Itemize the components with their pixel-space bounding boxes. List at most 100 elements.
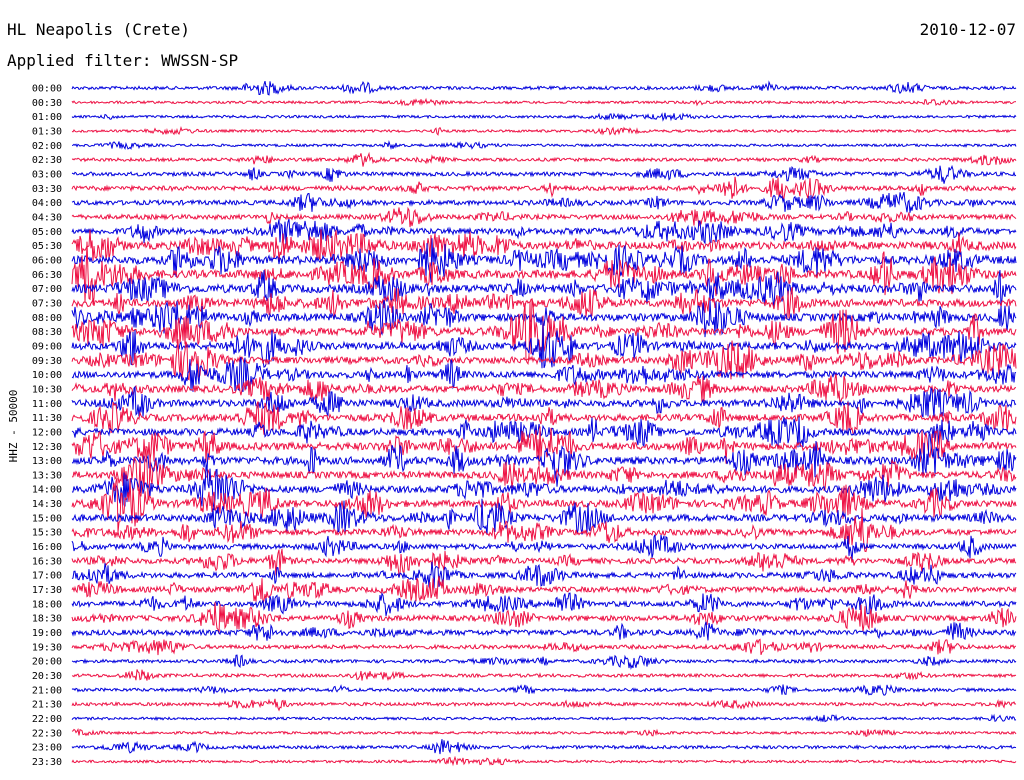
- time-tick-label: 11:00: [32, 399, 62, 410]
- seismic-trace-0700: [71, 270, 1017, 310]
- time-tick-label: 06:00: [32, 255, 62, 266]
- time-tick-label: 16:30: [32, 556, 62, 567]
- time-tick-label: 19:30: [32, 642, 62, 653]
- time-tick-label: 09:30: [32, 356, 62, 367]
- seismic-trace-2100: [71, 684, 1017, 696]
- time-tick-label: 20:00: [32, 657, 62, 668]
- time-tick-label: 04:30: [32, 212, 62, 223]
- seismic-trace-1330: [71, 448, 1017, 502]
- seismic-trace-1130: [71, 401, 1017, 435]
- time-tick-label: 18:00: [32, 599, 62, 610]
- time-tick-label: 21:30: [32, 700, 62, 711]
- seismic-trace-1530: [71, 508, 1017, 553]
- seismic-trace-1930: [71, 638, 1017, 656]
- seismic-trace-0400: [71, 191, 1017, 213]
- time-tick-label: 19:00: [32, 628, 62, 639]
- seismic-trace-1230: [71, 426, 1017, 466]
- time-tick-label: 04:00: [32, 198, 62, 209]
- time-tick-label: 08:30: [32, 327, 62, 338]
- time-tick-label: 18:30: [32, 614, 62, 625]
- seismic-trace-0900: [71, 321, 1017, 369]
- seismic-trace-0200: [71, 139, 1017, 150]
- seismic-trace-1000: [71, 357, 1017, 393]
- time-tick-label: 10:30: [32, 384, 62, 395]
- time-tick-label: 01:30: [32, 126, 62, 137]
- seismic-trace-2000: [71, 654, 1017, 670]
- seismic-trace-1630: [71, 548, 1017, 576]
- record-date: 2010-12-07: [920, 20, 1016, 39]
- seismic-trace-2200: [71, 713, 1017, 723]
- time-tick-label: 14:30: [32, 499, 62, 510]
- tick-label-group: 00:00 00:30 01:00 01:30 02:00 02:30 03:00 03:30…: [32, 84, 62, 769]
- time-tick-label: 20:30: [32, 671, 62, 682]
- time-tick-label: 23:30: [32, 757, 62, 768]
- seismic-trace-1500: [71, 498, 1017, 535]
- time-tick-label: 11:30: [32, 413, 62, 424]
- time-tick-label: 13:30: [32, 470, 62, 481]
- seismic-trace-1700: [71, 561, 1017, 589]
- seismic-trace-0130: [71, 126, 1017, 136]
- time-tick-label: 05:00: [32, 227, 62, 238]
- seismic-trace-0500: [71, 218, 1017, 245]
- time-tick-label: 02:30: [32, 155, 62, 166]
- seismic-trace-0430: [71, 206, 1017, 228]
- time-tick-label: 15:30: [32, 528, 62, 539]
- seismic-trace-2230: [71, 728, 1017, 737]
- time-tick-label: 00:30: [32, 98, 62, 109]
- time-tick-label: 08:00: [32, 313, 62, 324]
- seismic-trace-2330: [71, 755, 1017, 767]
- time-tick-label: 17:00: [32, 571, 62, 582]
- seismic-trace-1400: [71, 463, 1017, 511]
- time-tick-label: 07:00: [32, 284, 62, 295]
- time-tick-label: 23:00: [32, 743, 62, 754]
- seismic-trace-2030: [71, 669, 1017, 682]
- trace-group: [71, 80, 1017, 767]
- time-tick-label: 15:00: [32, 513, 62, 524]
- seismic-trace-1900: [71, 621, 1017, 641]
- time-tick-label: 22:00: [32, 714, 62, 725]
- seismic-trace-0300: [71, 164, 1017, 184]
- seismic-trace-1800: [71, 592, 1017, 617]
- seismic-trace-1600: [71, 534, 1017, 561]
- time-tick-label: 05:30: [32, 241, 62, 252]
- time-tick-label: 13:00: [32, 456, 62, 467]
- seismic-trace-0530: [71, 229, 1017, 261]
- seismic-trace-1730: [71, 575, 1017, 604]
- seismic-trace-0600: [71, 238, 1017, 283]
- seismic-trace-1300: [71, 433, 1017, 487]
- filter-label: Applied filter: WWSSN-SP: [7, 51, 238, 70]
- seismic-trace-1430: [71, 478, 1017, 533]
- time-tick-label: 22:30: [32, 728, 62, 739]
- time-tick-label: 02:00: [32, 141, 62, 152]
- seismic-trace-0730: [71, 287, 1017, 320]
- time-tick-label: 03:30: [32, 184, 62, 195]
- seismic-trace-0000: [71, 80, 1017, 96]
- seismic-trace-1200: [71, 416, 1017, 448]
- seismic-trace-1100: [71, 385, 1017, 419]
- seismic-trace-0100: [71, 112, 1017, 122]
- seismic-trace-1830: [71, 602, 1017, 634]
- seismic-trace-0630: [71, 241, 1017, 305]
- seismic-trace-2130: [71, 698, 1017, 712]
- time-tick-label: 00:00: [32, 84, 62, 95]
- time-tick-label: 21:00: [32, 685, 62, 696]
- channel-label: HHZ - 50000: [7, 390, 20, 463]
- time-tick-label: 06:30: [32, 270, 62, 281]
- time-tick-label: 03:00: [32, 169, 62, 180]
- time-tick-label: 01:00: [32, 112, 62, 123]
- time-tick-label: 10:00: [32, 370, 62, 381]
- seismic-trace-0800: [71, 300, 1017, 338]
- seismic-trace-0930: [71, 339, 1017, 381]
- time-tick-label: 12:00: [32, 427, 62, 438]
- time-tick-label: 16:00: [32, 542, 62, 553]
- time-tick-label: 12:30: [32, 442, 62, 453]
- time-tick-label: 07:30: [32, 298, 62, 309]
- seismic-trace-0030: [71, 97, 1017, 107]
- seismic-trace-1030: [71, 373, 1017, 405]
- time-tick-label: 14:00: [32, 485, 62, 496]
- station-title: HL Neapolis (Crete): [7, 20, 190, 39]
- seismic-trace-2300: [71, 739, 1017, 755]
- time-tick-label: 17:30: [32, 585, 62, 596]
- time-tick-label: 09:00: [32, 341, 62, 352]
